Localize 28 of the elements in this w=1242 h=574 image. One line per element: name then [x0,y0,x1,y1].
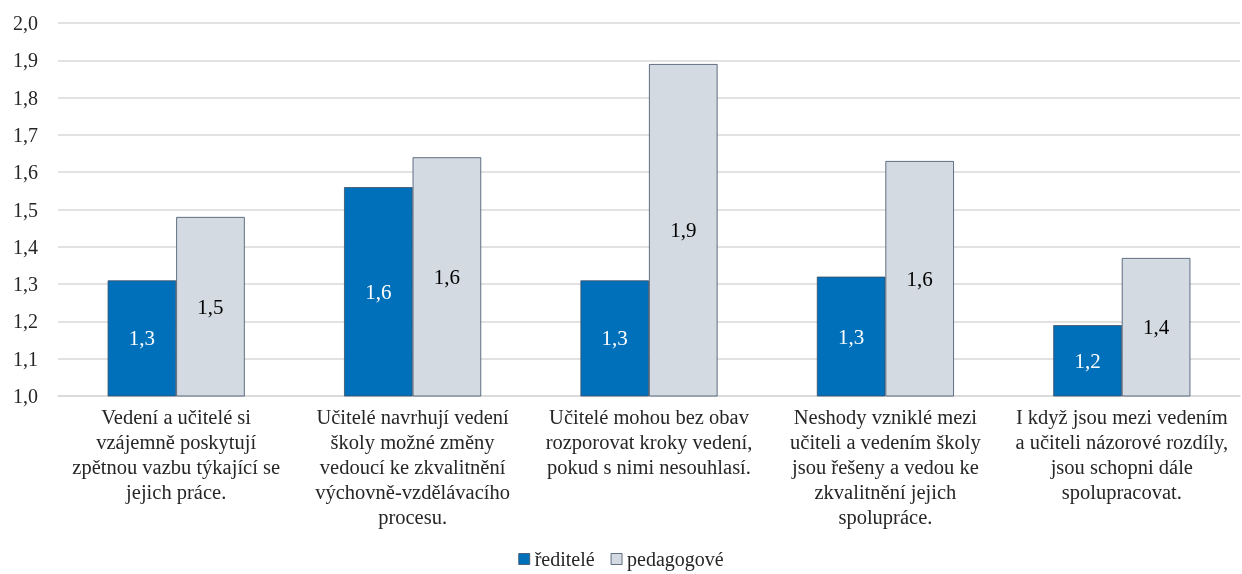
y-tick-label: 1,0 [13,385,38,407]
y-tick-label: 1,9 [13,49,38,72]
y-tick-label: 1,7 [13,123,38,146]
data-label: 1,4 [1142,315,1170,340]
data-label: 1,5 [197,294,224,319]
legend-label: pedagogové [627,548,724,571]
x-tick-label: I když jsou mezi vedením a učiteli názorové rozdíly, jsou schopni dále spolupracovat. [1015,405,1229,504]
data-label: 1,6 [906,266,933,291]
data-label: 1,9 [670,218,697,243]
x-tick-label: Učitelé navrhují vedení školy možné změny vedoucí ke zkvalitnění výchovně-vzdělávacího procesu. [315,405,510,529]
y-tick-label: 1,8 [13,86,38,109]
y-tick-label: 1,3 [13,273,38,296]
data-label: 1,6 [365,279,392,304]
y-tick-label: 2,0 [13,12,38,34]
data-label: 1,3 [128,326,156,351]
y-tick-label: 1,1 [13,347,38,370]
data-label: 1,3 [838,324,865,349]
x-tick-label: Vedení a učitelé si vzájemně poskytují zpětnou vazbu týkající se jejich práce. [72,405,281,504]
y-tick-label: 1,4 [13,235,38,258]
y-tick-label: 1,2 [13,310,38,333]
x-tick-label: Učitelé mohou bez obav rozporovat kroky vedení, pokud s nimi nesouhlasí. [545,405,753,479]
x-tick-label: Neshody vzniklé mezi učiteli a vedením školy jsou řešeny a vedou ke zkvalitnění jejich spolupráce. [790,405,982,529]
data-label: 1,6 [433,264,460,289]
y-tick-label: 1,5 [13,198,38,221]
legend-label: ředitelé [534,548,595,570]
data-label: 1,2 [1074,348,1101,373]
y-tick-label: 1,6 [13,161,38,184]
data-label: 1,3 [601,326,628,351]
